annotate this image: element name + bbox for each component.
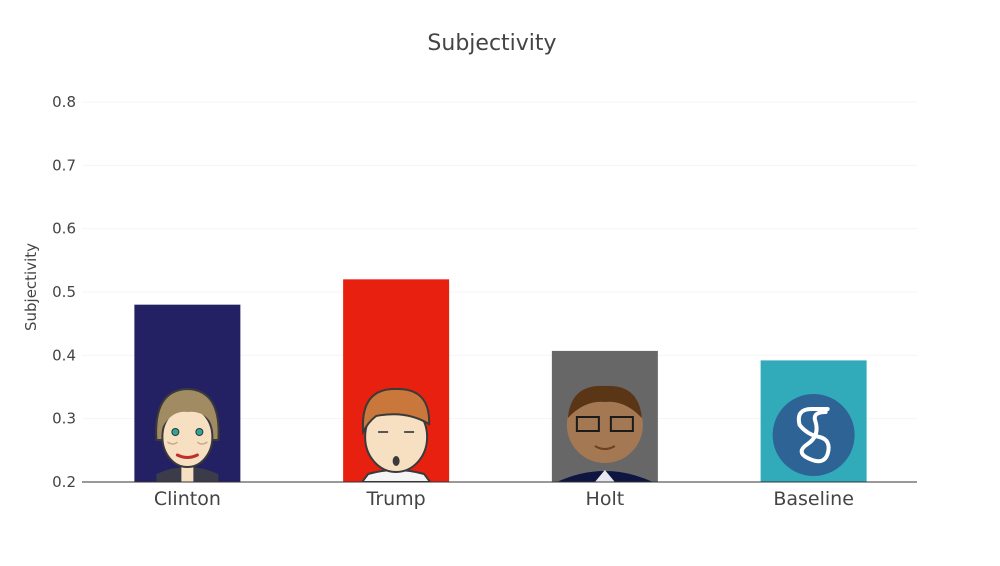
y-tick-label: 0.8: [52, 93, 76, 111]
y-tick-label: 0.3: [52, 410, 76, 428]
y-axis-label: Subjectivity: [22, 243, 40, 331]
chart-title: Subjectivity: [427, 31, 556, 56]
y-tick-label: 0.6: [52, 220, 76, 238]
x-tick-label-holt: Holt: [586, 488, 625, 510]
y-axis-ticks: 0.2 0.3 0.4 0.5 0.6 0.7 0.8: [52, 93, 76, 491]
y-tick-label: 0.7: [52, 156, 76, 174]
baseline-logo-icon: [772, 394, 855, 476]
holt-avatar-icon: [556, 385, 653, 482]
bars: [134, 279, 867, 483]
x-tick-label-baseline: Baseline: [773, 488, 854, 510]
y-tick-label: 0.2: [52, 473, 76, 491]
y-tick-label: 0.4: [52, 346, 76, 364]
trump-avatar-icon: [360, 387, 432, 483]
x-tick-label-trump: Trump: [366, 488, 426, 510]
x-tick-label-clinton: Clinton: [154, 488, 221, 510]
clinton-avatar-icon: [155, 387, 220, 482]
y-tick-label: 0.5: [52, 283, 76, 301]
x-axis-ticks: Clinton Trump Holt Baseline: [154, 488, 854, 510]
